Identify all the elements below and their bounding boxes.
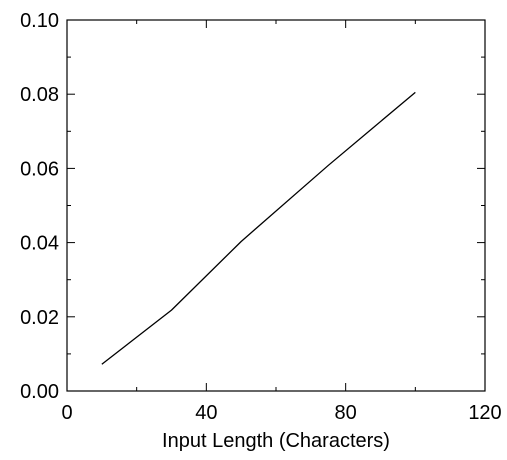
ticks-layer — [66, 19, 486, 392]
y-tick-label: 0.04 — [20, 233, 59, 255]
y-tick-label: 0.06 — [20, 158, 59, 180]
series-layer — [101, 91, 416, 365]
y-tick-label: 0.02 — [20, 307, 59, 329]
x-tick-label: 40 — [195, 402, 217, 424]
y-tick-label: 0.08 — [20, 84, 59, 106]
plot-frame — [66, 19, 486, 392]
series-line-0 — [101, 91, 416, 365]
y-tick-label: 0.00 — [20, 381, 59, 403]
x-axis-title: Input Length (Characters) — [162, 430, 390, 452]
x-tick-label: 120 — [468, 402, 501, 424]
tick-labels-layer: 0 40 80 120 0.00 0.02 0.04 0.06 0.08 0.10 — [20, 10, 502, 424]
x-tick-label: 0 — [61, 402, 72, 424]
y-tick-label: 0.10 — [20, 10, 59, 32]
x-tick-label: 80 — [335, 402, 357, 424]
